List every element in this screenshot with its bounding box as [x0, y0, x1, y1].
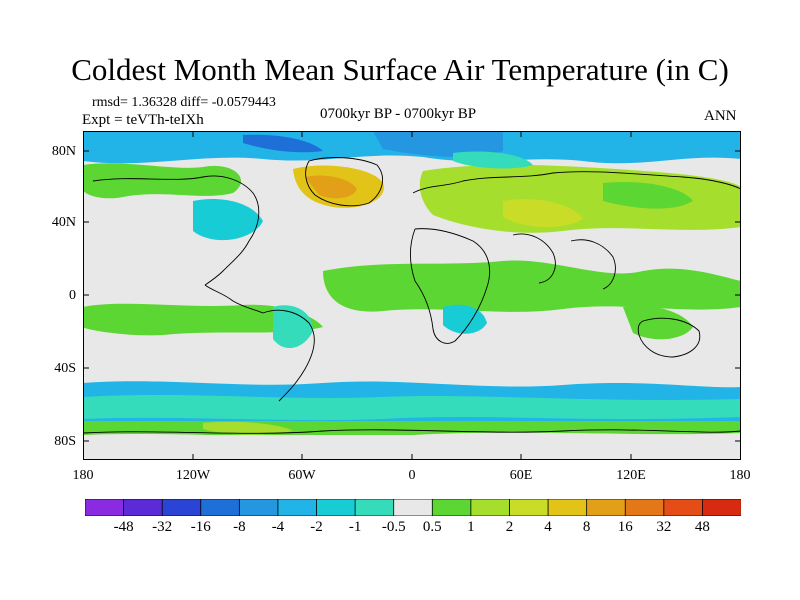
temperature-map	[83, 131, 741, 460]
lon-label-180w: 180	[72, 468, 94, 483]
map-title: Coldest Month Mean Surface Air Temperatu…	[71, 52, 729, 87]
lat-label-0: 0	[69, 288, 76, 303]
na-warm-patch	[83, 163, 242, 199]
colorbar-swatch	[663, 499, 704, 516]
colorbar-label: 48	[694, 519, 710, 535]
sa-cool-patch	[273, 305, 313, 349]
colorbar-label: 8	[582, 519, 591, 535]
experiment-label: Expt = teVTh-teIXh	[82, 112, 204, 128]
lon-tick-marks	[192, 131, 632, 460]
africa-cool-patch	[443, 304, 487, 334]
lon-label-120e: 120E	[616, 468, 646, 483]
colorbar-swatch	[200, 499, 241, 516]
arctic-cold-patch	[373, 131, 503, 157]
australia-warm-patch	[623, 305, 693, 340]
antarctic-warm-patch	[203, 421, 293, 435]
arctic-cold-patch	[243, 134, 323, 153]
colorbar-swatch	[547, 499, 588, 516]
colorbar-swatch	[393, 499, 433, 516]
colorbar-label: -4	[271, 519, 285, 535]
colorbar-swatch	[702, 499, 741, 516]
na-cool-patch	[193, 199, 263, 241]
asia-warm-patch	[503, 199, 583, 228]
pacific-warm-patch	[83, 303, 323, 336]
colorbar-label: 0.5	[422, 519, 442, 535]
lat-label-80s: 80S	[54, 434, 76, 449]
scandinavia-cool-patch	[453, 151, 533, 169]
colorbar-swatch	[470, 499, 511, 516]
lat-label-40n: 40N	[51, 215, 76, 230]
colorbar-swatch	[354, 499, 395, 516]
colorbar-label: -1	[348, 519, 362, 535]
lon-label-120w: 120W	[175, 468, 211, 483]
lon-label-60e: 60E	[509, 468, 533, 483]
colorbar-label: 1	[467, 519, 475, 535]
colorbar-swatch	[123, 499, 163, 516]
colorbar-swatch	[277, 499, 318, 516]
tropical-warm-band	[323, 260, 741, 312]
lon-label-180e: 180	[729, 468, 751, 483]
colorbar-label: -2	[310, 519, 323, 535]
colorbar-label: 2	[505, 519, 514, 535]
colorbar-label: -8	[233, 519, 246, 535]
asia-green-patch	[603, 181, 693, 209]
period-label: 0700kyr BP - 0700kyr BP	[320, 106, 477, 122]
colorbar-label: -0.5	[381, 519, 406, 535]
colorbar-swatch	[316, 499, 356, 516]
southern-ocean-inner-band	[83, 395, 741, 421]
colorbar-label: -16	[190, 519, 211, 535]
colorbar-swatch	[509, 499, 549, 516]
colorbar-swatch	[238, 499, 279, 516]
colorbar-swatch	[85, 499, 125, 516]
lat-label-80n: 80N	[51, 144, 76, 159]
lon-label-0: 0	[408, 468, 416, 483]
colorbar-swatch	[586, 499, 626, 516]
colorbar-swatch	[161, 499, 202, 516]
colorbar-label: -32	[152, 519, 173, 535]
season-label: ANN	[704, 108, 737, 124]
eurasia-warm-field	[419, 164, 741, 233]
colorbar-label: 16	[617, 519, 633, 535]
colorbar-label: -48	[113, 519, 134, 535]
lon-label-60w: 60W	[288, 468, 316, 483]
colorbar-label: 4	[544, 519, 552, 535]
colorbar-swatch	[624, 499, 665, 516]
lat-label-40s: 40S	[54, 361, 76, 376]
colorbar-swatch	[431, 499, 472, 516]
greenland-hot-patch	[305, 175, 357, 199]
stats-label: rmsd= 1.36328 diff= -0.0579443	[92, 95, 276, 110]
colorbar-label: 32	[656, 519, 672, 535]
antarctica-field	[83, 435, 741, 460]
colorbar	[85, 499, 741, 516]
lat-tick-marks	[83, 150, 741, 442]
coastlines	[83, 157, 741, 434]
